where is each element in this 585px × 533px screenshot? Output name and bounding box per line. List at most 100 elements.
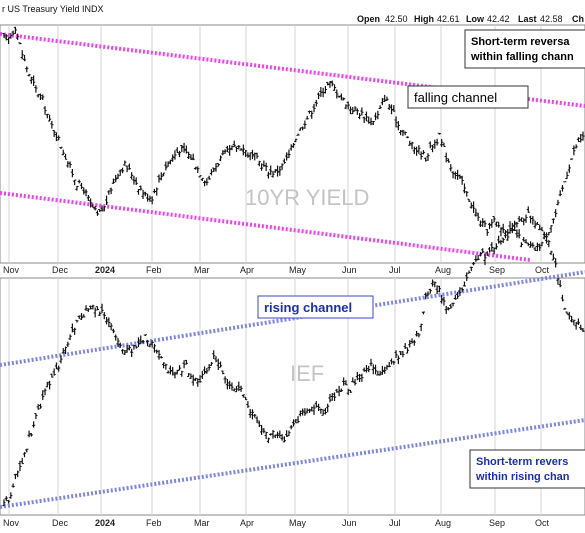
ohlc-bar (544, 232, 549, 239)
ohlc-bar (225, 378, 229, 390)
ohlc-bar (339, 93, 343, 101)
ohlc-bar (380, 98, 385, 106)
ohlc-bar (330, 393, 334, 401)
ohlc-bar (255, 416, 259, 424)
ohlc-bar (2, 499, 6, 507)
ohlc-bar (127, 163, 131, 170)
ohlc-bar (326, 403, 330, 413)
ohlc-bar (34, 413, 38, 420)
ohlc-bar (141, 189, 145, 200)
ohlc-bar (494, 221, 498, 227)
ohlc-bar (32, 75, 36, 87)
ohlc-bar (207, 364, 211, 371)
ohlc-bar (401, 129, 405, 137)
last-label: Last (518, 14, 537, 24)
ohlc-bar (392, 360, 396, 365)
ohlc-bar (483, 220, 487, 228)
ohlc-bar (426, 291, 430, 296)
ohlc-bar (223, 376, 227, 384)
ohlc-bar (332, 392, 337, 401)
ohlc-bar (510, 222, 514, 232)
ohlc-bar (134, 177, 138, 186)
ohlc-bar (378, 370, 382, 376)
ohlc-bar (271, 429, 275, 439)
rising-note-line1: Short-term revers (476, 456, 568, 468)
ohlc-bar (130, 172, 134, 180)
ohlc-bar (410, 141, 414, 150)
ohlc-bar (54, 362, 59, 370)
ohlc-bar (114, 334, 118, 341)
x-tick-label: 2024 (95, 265, 115, 275)
ohlc-bar (109, 323, 113, 331)
ohlc-bar (41, 94, 45, 100)
ohlc-bar (565, 171, 569, 180)
ohlc-bar (212, 167, 216, 173)
ohlc-bar (234, 146, 239, 153)
ohlc-bar (198, 175, 202, 178)
ohlc-bar (127, 345, 131, 351)
ohlc-bar (310, 406, 314, 412)
ohlc-bar (430, 279, 435, 287)
ohlc-bar (202, 180, 207, 187)
ohlc-bar (446, 158, 451, 163)
ohlc-bar (45, 381, 49, 388)
ohlc-bar (394, 350, 398, 359)
ohlc-bar (187, 373, 191, 377)
ohlc-bar (487, 247, 492, 253)
ohlc-bar (567, 164, 571, 173)
ohlc-bar (579, 324, 583, 330)
falling-channel-label-box (407, 85, 529, 109)
x-tick-label: Jun (342, 265, 357, 275)
ohlc-bar (490, 242, 494, 252)
ohlc-bar (164, 161, 168, 171)
x-tick-label: Feb (146, 518, 162, 528)
ohlc-bar (280, 163, 284, 170)
ohlc-bar (560, 185, 565, 192)
ohlc-bar (111, 328, 116, 334)
x-tick-label: Aug (435, 518, 451, 528)
ohlc-bar (291, 142, 296, 148)
ohlc-bar (68, 334, 72, 341)
ohlc-bar (50, 120, 54, 129)
ohlc-bar (84, 189, 88, 197)
ohlc-bar (316, 403, 321, 412)
ohlc-bar (307, 110, 312, 114)
ohlc-bar (289, 425, 293, 430)
ohlc-bar (371, 121, 375, 126)
ohlc-bar (250, 409, 255, 420)
ohlc-bar (175, 147, 179, 154)
ohlc-bar (312, 103, 316, 113)
ohlc-bar (159, 356, 163, 359)
ohlc-bar (289, 144, 293, 151)
ohlc-bar (401, 351, 405, 358)
ohlc-bar (549, 250, 553, 256)
ohlc-bar (107, 317, 111, 328)
ohlc-bar (239, 148, 243, 151)
ohlc-bar (216, 163, 220, 167)
ohlc-bar (255, 152, 259, 159)
x-tick-label: May (289, 518, 307, 528)
ohlc-bar (38, 403, 43, 409)
ohlc-bar (166, 370, 170, 374)
ohlc-bar (499, 227, 503, 237)
ohlc-bar (13, 26, 17, 34)
ohlc-bar (554, 209, 558, 218)
ohlc-bar (209, 361, 214, 366)
yield-bars (2, 26, 585, 252)
ohlc-bar (538, 224, 542, 231)
ohlc-bar (2, 33, 6, 38)
ohlc-bar (32, 421, 36, 428)
ohlc-bar (394, 116, 398, 128)
ohlc-bar (405, 136, 410, 139)
ohlc-bar (462, 183, 467, 194)
ohlc-bar (95, 210, 100, 216)
ohlc-bar (16, 470, 20, 478)
ohlc-bar (348, 106, 353, 115)
ohlc-bar (225, 145, 229, 153)
rising-channel-label-box (257, 295, 374, 319)
ohlc-bar (323, 85, 328, 94)
ohlc-bar (515, 229, 519, 238)
ohlc-bar (453, 294, 457, 300)
ohlc-bar (328, 393, 332, 403)
